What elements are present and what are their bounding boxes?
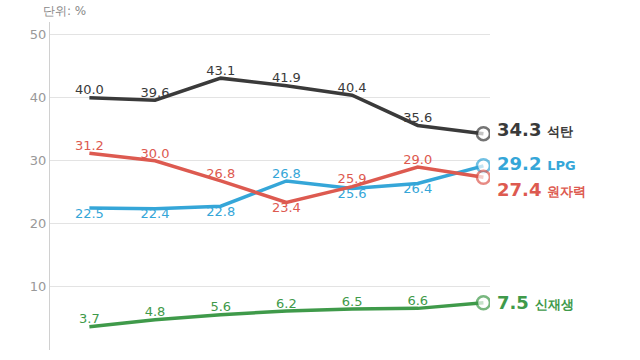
svg-text:30: 30 xyxy=(30,153,47,168)
svg-text:4.8: 4.8 xyxy=(145,304,166,319)
svg-text:5.6: 5.6 xyxy=(210,299,231,314)
svg-text:40: 40 xyxy=(30,90,47,105)
svg-text:6.2: 6.2 xyxy=(276,296,297,311)
svg-text:3.7: 3.7 xyxy=(79,311,100,326)
svg-text:35.6: 35.6 xyxy=(403,110,432,125)
svg-text:단위: %: 단위: % xyxy=(43,4,86,18)
svg-text:26.4: 26.4 xyxy=(403,181,432,196)
svg-text:6.5: 6.5 xyxy=(342,294,363,309)
svg-text:23.4: 23.4 xyxy=(272,200,301,215)
svg-text:20: 20 xyxy=(30,216,47,231)
svg-text:26.8: 26.8 xyxy=(206,166,235,181)
svg-text:10: 10 xyxy=(30,279,47,294)
svg-text:26.8: 26.8 xyxy=(272,166,301,181)
svg-text:22.4: 22.4 xyxy=(141,206,170,221)
svg-text:22.5: 22.5 xyxy=(75,206,104,221)
svg-text:7.5 신재생: 7.5 신재생 xyxy=(497,292,574,313)
svg-text:34.3 석탄: 34.3 석탄 xyxy=(497,119,573,140)
svg-text:27.4 원자력: 27.4 원자력 xyxy=(497,179,586,200)
svg-text:6.6: 6.6 xyxy=(407,293,428,308)
svg-text:40.0: 40.0 xyxy=(75,82,104,97)
svg-text:29.0: 29.0 xyxy=(403,152,432,167)
svg-text:30.0: 30.0 xyxy=(141,146,170,161)
svg-text:29.2 LPG: 29.2 LPG xyxy=(497,153,576,174)
svg-text:41.9: 41.9 xyxy=(272,70,301,85)
svg-text:22.8: 22.8 xyxy=(206,204,235,219)
svg-text:25.9: 25.9 xyxy=(338,171,367,186)
svg-text:39.6: 39.6 xyxy=(141,85,170,100)
svg-text:43.1: 43.1 xyxy=(206,63,235,78)
svg-text:25.6: 25.6 xyxy=(338,186,367,201)
svg-text:40.4: 40.4 xyxy=(338,80,367,95)
svg-text:50: 50 xyxy=(30,27,47,42)
svg-text:31.2: 31.2 xyxy=(75,138,104,153)
